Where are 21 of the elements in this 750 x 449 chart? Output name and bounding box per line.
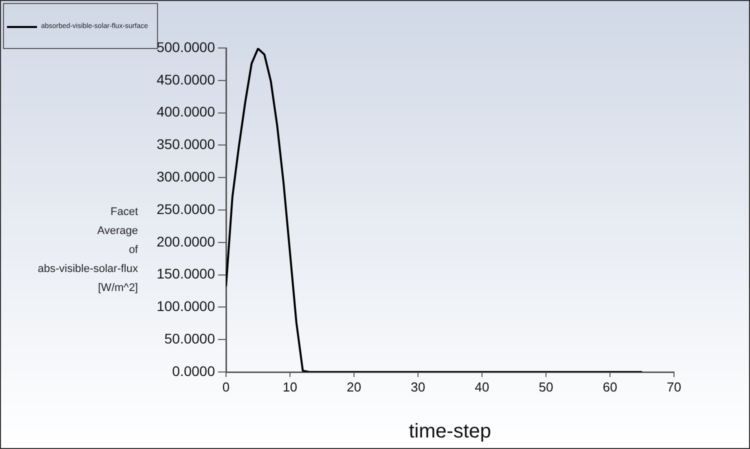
y-axis-title: Facet Average of abs-visible-solar-flux [W/m^2]: [38, 206, 139, 294]
x-tick-label: 60: [602, 379, 618, 394]
y-tick-label: 400.0000: [156, 104, 216, 120]
x-tick-label: 0: [222, 379, 230, 394]
x-tick-label: 50: [538, 379, 554, 394]
y-tick-label: 100.0000: [156, 298, 216, 314]
y-tick-label: 500.0000: [156, 38, 216, 55]
x-tick-label: 30: [410, 379, 426, 394]
y-tick-label: 200.0000: [156, 233, 216, 250]
y-tick-label: 50.0000: [164, 330, 216, 346]
x-tick-label: 40: [474, 379, 490, 394]
y-tick-label: 350.0000: [156, 136, 216, 152]
y-tick-label: 0.0000: [172, 362, 216, 379]
y-tick-label: 150.0000: [156, 266, 216, 282]
x-tick-label: 70: [666, 379, 682, 394]
y-tick-label: 250.0000: [156, 200, 216, 217]
x-axis-title: time-step: [408, 420, 492, 443]
x-tick-label: 10: [282, 379, 298, 394]
y-tick-label: 450.0000: [156, 71, 216, 88]
y-tick-label: 300.0000: [156, 168, 216, 184]
x-tick-label: 20: [346, 379, 362, 394]
